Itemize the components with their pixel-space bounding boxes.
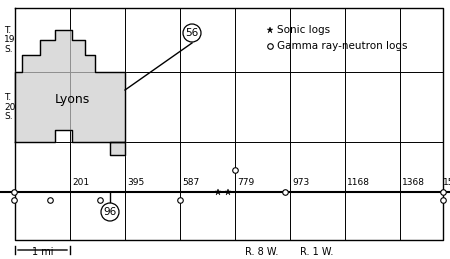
Text: Gamma ray-neutron logs: Gamma ray-neutron logs xyxy=(277,41,408,51)
Text: 201: 201 xyxy=(72,178,89,187)
Circle shape xyxy=(183,24,201,42)
Text: 587: 587 xyxy=(182,178,199,187)
Text: 1368: 1368 xyxy=(402,178,425,187)
Text: R. 8 W.: R. 8 W. xyxy=(245,247,279,257)
Text: Sonic logs: Sonic logs xyxy=(277,25,330,35)
Text: 1 mi: 1 mi xyxy=(32,247,53,257)
Text: R. 1 W.: R. 1 W. xyxy=(300,247,334,257)
Circle shape xyxy=(101,203,119,221)
Text: T.
19
S.: T. 19 S. xyxy=(4,26,15,54)
Polygon shape xyxy=(15,30,125,155)
Text: 779: 779 xyxy=(237,178,254,187)
Text: Lyons: Lyons xyxy=(54,93,90,106)
Text: 395: 395 xyxy=(127,178,144,187)
Text: 973: 973 xyxy=(292,178,309,187)
Text: 56: 56 xyxy=(185,28,198,38)
Text: 1168: 1168 xyxy=(347,178,370,187)
Text: 96: 96 xyxy=(104,207,117,217)
Text: T.
20
S.: T. 20 S. xyxy=(4,93,15,121)
Text: 1542: 1542 xyxy=(443,178,450,187)
